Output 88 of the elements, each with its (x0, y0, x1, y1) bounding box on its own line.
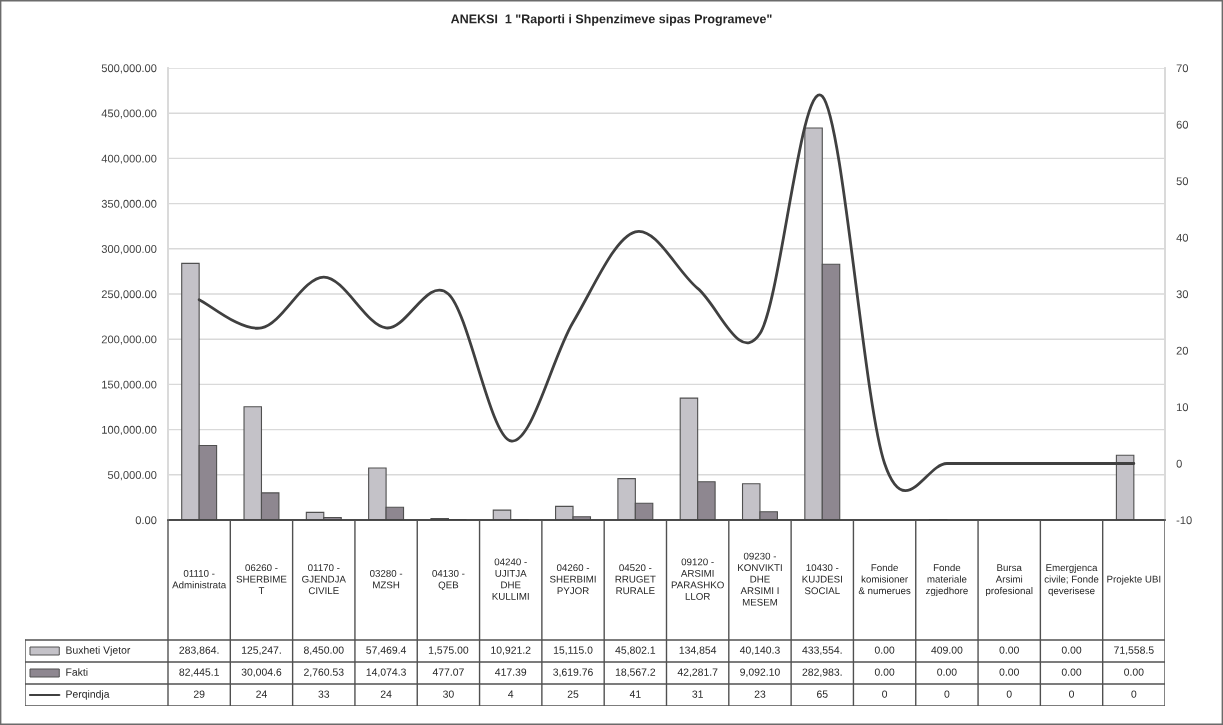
y-tick-label: 350,000.00 (101, 199, 157, 210)
data-label: 134,854 (679, 646, 717, 656)
data-label: 433,554. (802, 646, 842, 656)
y2-tick-label: 70 (1176, 64, 1189, 73)
x-tick-label: 09230 - KONVIKTI DHE ARSIMI I MESEM (738, 552, 782, 606)
y-tick-label: 150,000.00 (102, 380, 157, 390)
x-tick-label: Fonde komisioner & numerues (858, 563, 911, 595)
data-label: 15,115.0 (553, 646, 593, 656)
data-label: 409.00 (931, 646, 963, 654)
data-label: 42,281.7 (677, 668, 718, 678)
data-label: 14,074.3 (366, 668, 406, 678)
x-tick-label: 03280 - MZSH (369, 569, 403, 589)
legend-label: Buxheti Vjetor (66, 646, 131, 656)
data-label: 23 (754, 690, 766, 698)
y2-tick-label: 50 (1176, 177, 1189, 186)
x-tick-label: 04130 - QEB (432, 569, 465, 591)
y2-tick-label: -10 (1176, 516, 1192, 525)
y-tick-label: 50,000.00 (107, 471, 157, 481)
x-tick-label: Emergjenca civile; Fonde qeverisese (1044, 563, 1099, 597)
data-label: 4 (508, 690, 514, 698)
data-label: 29 (193, 690, 205, 698)
y-tick-label: 300,000.00 (101, 245, 157, 255)
data-label: 24 (380, 690, 392, 698)
y-tick-label: 100,000.00 (102, 425, 157, 436)
data-label: 282,983. (802, 668, 842, 678)
data-label: 25 (567, 690, 579, 698)
data-label: 1,575.00 (428, 646, 469, 656)
x-tick-label: 01110 - Administrata (172, 569, 227, 589)
x-tick-label: 04260 - SHERBIMI PYJOR (549, 564, 596, 595)
data-label: 0 (1006, 690, 1012, 698)
data-label: 45,802.1 (615, 646, 656, 656)
data-label: 31 (692, 690, 703, 698)
data-label: 30 (443, 690, 454, 698)
data-label: 71,558.5 (1114, 646, 1154, 656)
x-tick-label: 04520 - RRUGET RURALE (615, 564, 656, 595)
data-label: 0.00 (999, 668, 1019, 676)
y2-tick-label: 0 (1176, 459, 1182, 468)
chart-title: ANEKSI 1 "Raporti i Shpenzimeve sipas Programeve" (450, 14, 772, 26)
data-label: 18,567.2 (615, 668, 656, 678)
y-tick-label: 450,000.00 (101, 109, 157, 119)
data-label: 41 (629, 690, 641, 698)
data-label: 10,921.2 (491, 646, 531, 656)
y2-tick-label: 60 (1176, 120, 1189, 129)
data-label: 65 (817, 690, 828, 698)
data-label: 82,445.1 (179, 668, 219, 678)
y2-tick-label: 40 (1176, 233, 1189, 242)
data-label: 9,092.10 (740, 668, 780, 678)
x-tick-label: Fonde materiale zgjedhore (925, 563, 968, 597)
legend-label: Perqindja (66, 690, 110, 700)
x-tick-label: 01170 - GJENDJA CIVILE (302, 564, 346, 595)
data-label: 417.39 (495, 668, 527, 676)
data-label: 0.00 (937, 668, 957, 676)
y-tick-label: 500,000.00 (101, 64, 157, 74)
data-label: 0.00 (1061, 646, 1082, 654)
data-label: 8,450.00 (303, 646, 344, 656)
data-label: 0 (1069, 690, 1075, 698)
x-tick-label: 09120 - ARSIMI PARASHKOLLOR (671, 558, 724, 600)
data-label: 3,619.76 (553, 668, 593, 678)
y-tick-label: 250,000.00 (101, 290, 157, 300)
data-label: 283,864. (179, 646, 219, 656)
x-tick-label: 04240 - UJITJA DHE KULLIMI (492, 558, 529, 600)
x-tick-label: 10430 - KUJDESI SOCIAL (802, 564, 842, 595)
data-label: 2,760.53 (304, 668, 344, 678)
data-label: 24 (256, 690, 267, 698)
y2-tick-label: 10 (1176, 403, 1189, 412)
data-label: 0 (944, 690, 950, 698)
data-label: 57,469.4 (366, 646, 407, 656)
data-label: 477.07 (432, 668, 464, 676)
data-label: 0.00 (874, 668, 895, 676)
data-label: 0 (882, 690, 888, 698)
y-tick-label: 0.00 (135, 516, 157, 525)
x-tick-label: 06260 - SHERBIMET (236, 564, 287, 595)
y2-tick-label: 30 (1176, 290, 1189, 299)
data-label: 40,140.3 (739, 646, 780, 656)
data-label: 33 (318, 690, 330, 698)
y2-tick-label: 20 (1176, 346, 1189, 355)
data-label: 0.00 (1061, 668, 1082, 676)
x-tick-label: Bursa Arsimi profesional (986, 564, 1033, 597)
data-label: 0 (1131, 690, 1137, 698)
data-label: 0.00 (1124, 668, 1144, 676)
legend-label: Fakti (66, 668, 88, 676)
data-label: 30,004.6 (241, 668, 282, 678)
data-label: 0.00 (874, 646, 895, 654)
data-label: 0.00 (999, 646, 1019, 654)
x-tick-label: Projekte UBI (1107, 575, 1161, 585)
y-tick-label: 200,000.00 (101, 335, 157, 345)
data-label: 125,247. (241, 646, 281, 656)
y-tick-label: 400,000.00 (101, 154, 157, 164)
